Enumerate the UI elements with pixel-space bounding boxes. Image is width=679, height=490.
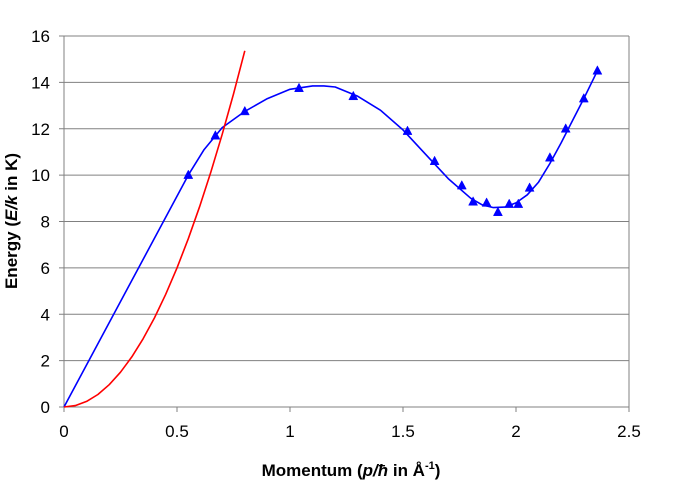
data-point-triangle	[468, 196, 479, 206]
data-point-triangle	[183, 169, 194, 179]
x-tick-label: 0	[59, 422, 68, 441]
y-tick-label: 2	[41, 352, 50, 371]
data-point-triangle	[524, 182, 535, 192]
y-tick-label: 0	[41, 398, 50, 417]
series	[63, 50, 603, 408]
x-axis-title-superscript: -1	[425, 460, 435, 472]
y-tick-label: 12	[31, 120, 50, 139]
y-tick-label: 8	[41, 213, 50, 232]
x-tick-labels: 0 0.5 1 1.5 2 2.5	[59, 422, 641, 441]
y-tick-label: 4	[41, 305, 50, 324]
data-point-triangle	[560, 123, 571, 133]
axes	[59, 35, 630, 412]
data-point-triangle	[578, 93, 589, 103]
data-point-triangle	[504, 198, 515, 208]
series-line	[63, 50, 246, 408]
x-axis-title-suffix: )	[435, 461, 441, 480]
x-tick-label: 2.5	[617, 422, 641, 441]
data-point-triangle	[544, 152, 555, 162]
y-tick-label: 14	[31, 73, 50, 92]
data-point-triangle	[492, 206, 503, 216]
y-tick-label: 6	[41, 259, 50, 278]
data-point-triangle	[429, 155, 440, 165]
y-tick-label: 10	[31, 166, 50, 185]
data-point-triangle	[294, 82, 304, 92]
y-axis-title-variable: E/k	[2, 194, 21, 221]
gridlines	[64, 35, 629, 362]
x-tick-label: 1	[285, 422, 294, 441]
data-point-triangle	[402, 125, 413, 135]
data-point-triangle	[239, 105, 250, 116]
y-axis-title-suffix: in K)	[2, 153, 21, 196]
y-axis-title: Energy (E/k in K)	[2, 153, 21, 289]
x-tick-label: 2	[511, 422, 520, 441]
data-point-triangle	[513, 198, 524, 208]
x-axis-title-prefix: Momentum (	[262, 461, 363, 480]
data-point-triangle	[592, 65, 603, 75]
series-line	[63, 70, 599, 408]
data-point-triangle	[456, 180, 467, 190]
data-point-triangle	[481, 197, 492, 207]
x-axis-title: Momentum (p/ħ in Å-1)	[262, 460, 441, 480]
x-axis-title-variable: p/ħ	[362, 461, 389, 480]
y-tick-label: 16	[31, 27, 50, 46]
data-point-triangle	[210, 130, 221, 140]
y-tick-labels: 0 2 4 6 8 10 12 14 16	[31, 27, 50, 417]
y-axis-title-prefix: Energy (	[2, 221, 21, 289]
x-tick-label: 0.5	[165, 422, 189, 441]
data-point-triangle	[348, 90, 359, 101]
x-tick-label: 1.5	[391, 422, 415, 441]
x-axis-title-unit: in Å	[388, 461, 425, 480]
